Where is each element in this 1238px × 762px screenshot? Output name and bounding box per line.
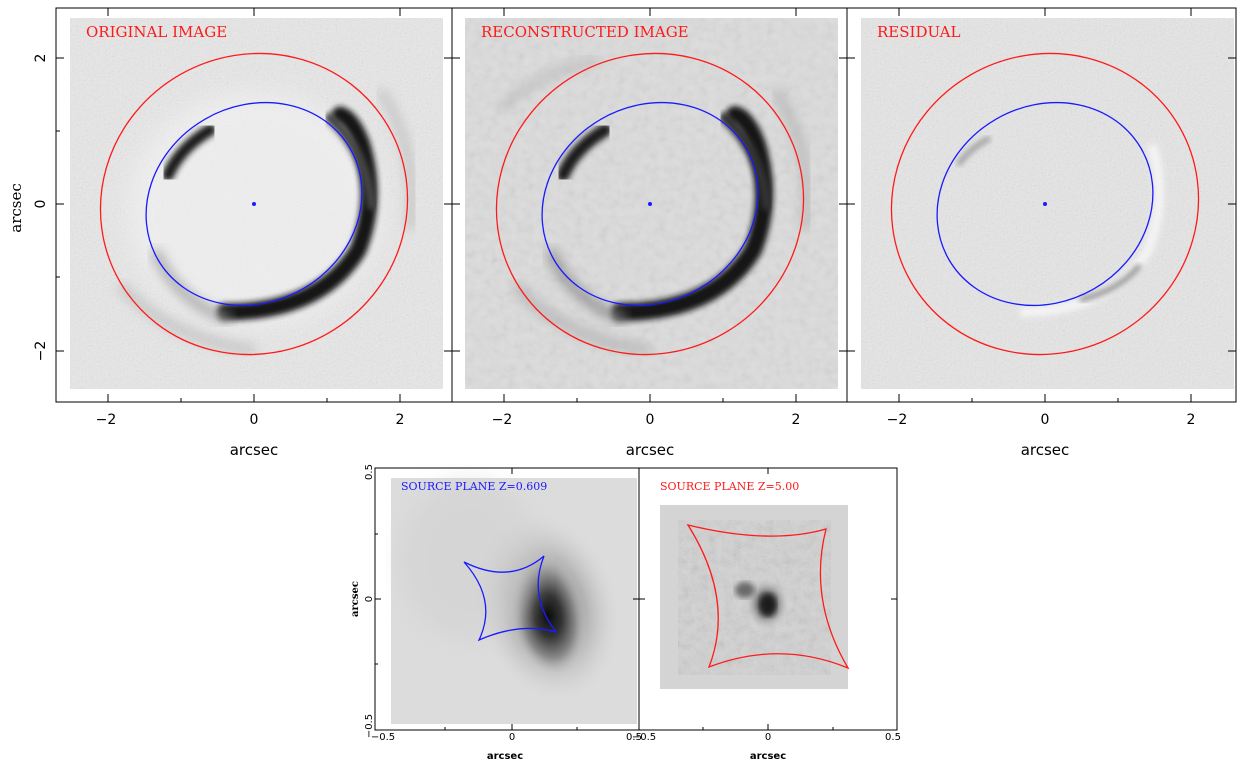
caustic-outer — [686, 523, 850, 670]
y-tick-label: 2 — [33, 54, 49, 63]
caustic-inner — [463, 555, 558, 642]
x-tick-label: −2 — [96, 412, 117, 428]
x-axis-label: arcsec — [230, 441, 279, 459]
panel-label-source-1: SOURCE PLANE Z=0.609 — [401, 480, 547, 493]
panel-original-image: ORIGINAL IMAGE — [70, 18, 443, 389]
panel-source-plane-z0609: SOURCE PLANE Z=0.609 — [391, 478, 637, 724]
outer-critical-curve — [99, 52, 409, 356]
y-tick-label: −2 — [33, 341, 49, 362]
lensed-arcs-reconstructed — [497, 57, 811, 354]
x-tick-label: −2 — [887, 412, 908, 428]
top-x-tick-labels: −2 0 2 −2 0 2 −2 0 2 — [96, 412, 1196, 428]
top-y-axis-label: arcsec — [7, 183, 25, 233]
outer-critical-curve — [890, 52, 1200, 356]
x-tick-label: −2 — [492, 412, 513, 428]
panel-reconstructed-image: RECONSTRUCTED IMAGE — [465, 18, 838, 389]
top-x-axis-labels: arcsec arcsec arcsec — [230, 441, 1070, 459]
top-y-tick-labels: 2 0 −2 — [33, 54, 49, 362]
inner-critical-curve — [145, 101, 363, 307]
y-tick-label: 0 — [33, 200, 49, 209]
panel-residual: RESIDUAL — [861, 18, 1234, 389]
x-tick-label: 0 — [250, 412, 259, 428]
lensed-arcs-original — [117, 88, 415, 353]
x-tick-label: −0.5 — [632, 732, 656, 743]
x-tick-label: 0.5 — [885, 732, 901, 743]
panel-label-source-2: SOURCE PLANE Z=5.00 — [660, 480, 799, 493]
top-row-axes — [55, 7, 1237, 403]
lens-center-marker — [252, 202, 256, 206]
panel-label-reconstructed: RECONSTRUCTED IMAGE — [481, 23, 689, 41]
panel-source-plane-z500: SOURCE PLANE Z=5.00 — [660, 480, 850, 689]
x-tick-label: −0.5 — [371, 732, 395, 743]
inner-critical-curve — [936, 101, 1154, 307]
x-axis-label: arcsec — [750, 751, 786, 762]
y-tick-label: 0.5 — [364, 464, 375, 480]
x-tick-label: 2 — [792, 412, 801, 428]
outer-critical-curve — [495, 52, 805, 356]
x-axis-label: arcsec — [487, 751, 523, 762]
x-tick-label: 0 — [646, 412, 655, 428]
lens-center-marker — [648, 202, 652, 206]
x-tick-label: 0 — [1041, 412, 1050, 428]
y-tick-label: −0.5 — [364, 714, 375, 738]
x-axis-label: arcsec — [626, 441, 675, 459]
bottom-x-tick-labels: −0.5 0 0.5 −0.5 0 0.5 — [371, 732, 901, 743]
x-tick-label: 0 — [765, 732, 771, 743]
lens-center-marker — [1043, 202, 1047, 206]
x-tick-label: 0.5 — [626, 732, 642, 743]
bottom-y-axis-label: arcsec — [350, 581, 361, 617]
y-tick-label: 0 — [364, 596, 375, 602]
residual-structure — [955, 135, 1165, 317]
x-axis-label: arcsec — [1021, 441, 1070, 459]
x-tick-label: 2 — [396, 412, 405, 428]
panel-label-residual: RESIDUAL — [877, 23, 960, 41]
panel-label-original: ORIGINAL IMAGE — [86, 23, 227, 41]
bottom-x-axis-labels: arcsec arcsec — [487, 751, 786, 762]
bottom-y-tick-labels: 0.5 0 −0.5 — [364, 464, 375, 738]
x-tick-label: 2 — [1187, 412, 1196, 428]
bottom-row-axes — [374, 467, 898, 731]
inner-critical-curve — [541, 101, 759, 307]
x-tick-label: 0 — [509, 732, 515, 743]
